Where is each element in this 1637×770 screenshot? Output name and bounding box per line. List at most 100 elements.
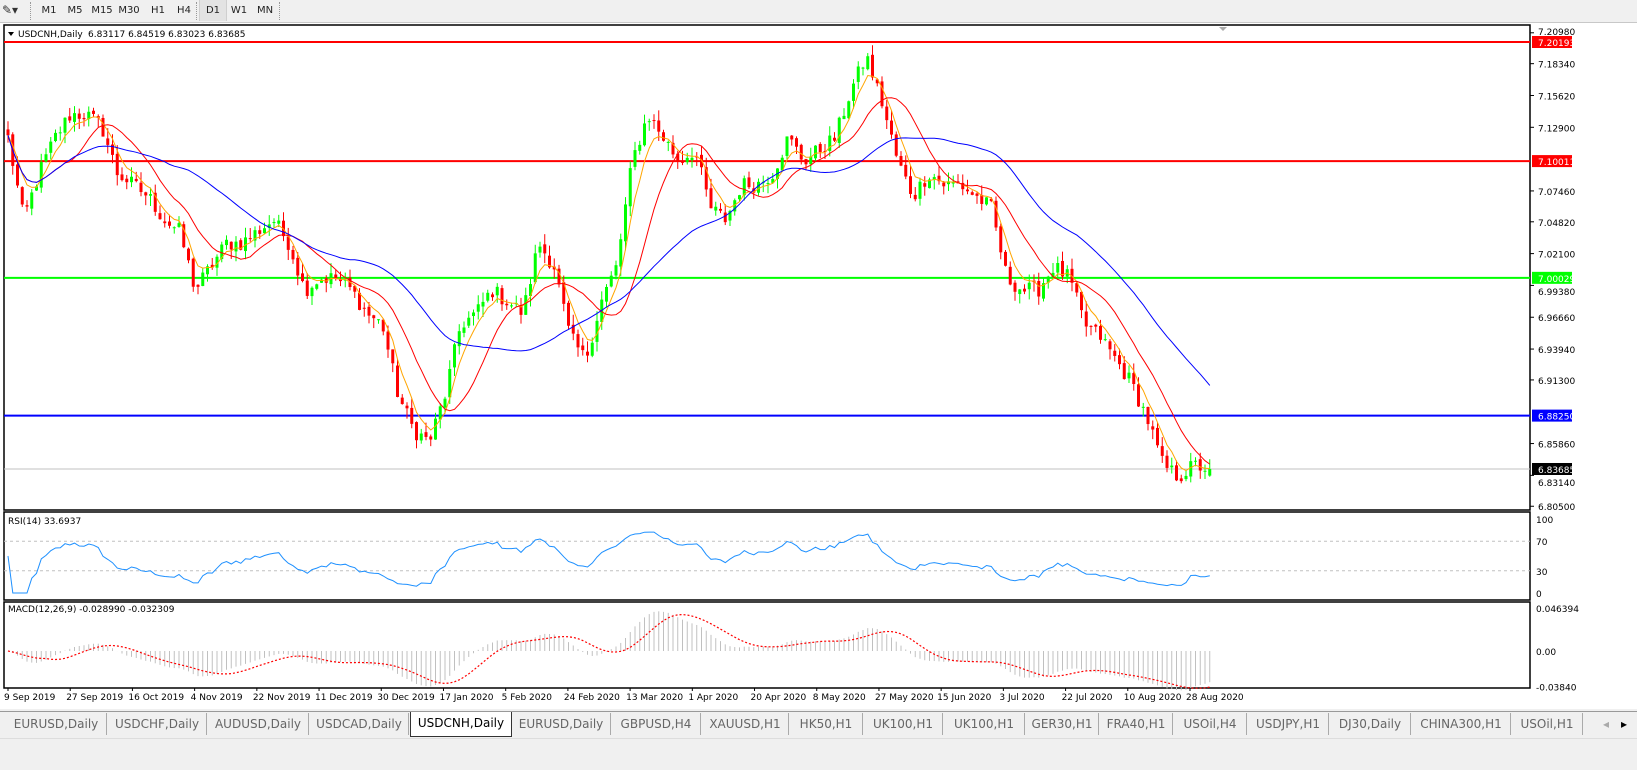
candle	[410, 398, 414, 429]
timeframe-m1[interactable]: M1	[41, 5, 57, 16]
chart-canvas[interactable]: 7.20980 7.18340 7.15620 7.12900 7.07460 7.048…	[0, 23, 1637, 709]
candle-body	[581, 345, 585, 351]
chart-tab[interactable]: UK100,H1	[944, 713, 1025, 735]
candle-body	[738, 195, 741, 200]
chart-tab[interactable]: CHINA300,H1	[1412, 713, 1511, 735]
candle	[163, 212, 167, 228]
candle-body	[443, 398, 447, 408]
candle-body	[419, 433, 423, 441]
timeframe-m30[interactable]: M30	[118, 5, 140, 16]
chart-tab[interactable]: USOil,H4	[1174, 713, 1247, 735]
chart-tab[interactable]: USDCNH,Daily	[410, 712, 512, 737]
candle	[652, 114, 656, 129]
timeframe-h4[interactable]: H4	[177, 5, 191, 16]
candle-body	[25, 205, 29, 207]
timeframe-m5[interactable]: M5	[67, 5, 83, 16]
chart-tab[interactable]: USOil,H1	[1512, 713, 1583, 735]
candle-body	[410, 407, 414, 424]
chart-tab[interactable]: GER30,H1	[1026, 713, 1099, 735]
scroll-tabs-right-icon[interactable]: ▸	[1620, 717, 1628, 731]
timeframe-w1[interactable]: W1	[230, 5, 248, 16]
chart-tab[interactable]: USDJPY,H1	[1248, 713, 1329, 735]
candle	[215, 254, 219, 276]
candle	[296, 251, 300, 286]
candle-body	[904, 164, 908, 177]
collapse-triangle-icon[interactable]	[8, 32, 14, 36]
chart-tab[interactable]: EURUSD,Daily	[512, 713, 611, 735]
date-label: 11 Dec 2019	[315, 693, 373, 703]
candle	[780, 154, 784, 172]
candle	[875, 79, 879, 87]
chart-tab[interactable]: GBPUSD,H4	[612, 713, 701, 735]
candle	[785, 136, 789, 160]
scroll-tabs-left-icon[interactable]: ◂	[1602, 717, 1610, 731]
chart-tab[interactable]: XAUUSD,H1	[702, 713, 789, 735]
chart-tab[interactable]: USDCAD,Daily	[310, 713, 409, 735]
candle-body	[191, 258, 195, 287]
candle	[68, 107, 72, 123]
candle-body	[533, 253, 537, 283]
candle-body	[818, 144, 822, 153]
candle-body	[975, 193, 979, 196]
chart-tab[interactable]: DJ30,Daily	[1330, 713, 1411, 735]
main-price-pane[interactable]	[3, 24, 1531, 511]
candle	[695, 152, 699, 167]
candle-body	[529, 284, 532, 297]
candle-body	[842, 115, 846, 120]
macd-pane[interactable]	[3, 601, 1531, 689]
chart-tab[interactable]: UK100,H1	[864, 713, 943, 735]
candle	[310, 286, 314, 305]
candle-body	[1084, 311, 1088, 327]
chart-tab[interactable]: FRA40,H1	[1100, 713, 1173, 735]
timeframe-h1[interactable]: H1	[151, 5, 165, 16]
candle	[372, 314, 376, 329]
candle-body	[966, 189, 969, 192]
chart-tab[interactable]: EURUSD,Daily	[6, 713, 107, 735]
candle	[970, 190, 974, 196]
candle-body	[847, 101, 851, 119]
date-label: 20 Apr 2020	[751, 693, 807, 703]
candle	[429, 434, 433, 447]
drawing-tools-icon[interactable]: ✎▾	[2, 3, 19, 17]
price-level-tag	[1532, 409, 1572, 422]
candle-body	[719, 208, 722, 211]
candle-body	[590, 342, 594, 356]
chart-tab[interactable]: HK50,H1	[790, 713, 863, 735]
candle	[866, 53, 870, 71]
date-label: 9 Sep 2019	[4, 693, 56, 703]
candle	[386, 325, 390, 358]
candle	[733, 198, 737, 216]
timeframe-m15[interactable]: M15	[91, 5, 113, 16]
price-tick-label: 7.20980	[1538, 28, 1575, 38]
candle	[286, 227, 290, 261]
candle-body	[1208, 468, 1212, 476]
rsi-pane[interactable]	[3, 511, 1531, 601]
candle	[1027, 274, 1031, 300]
chart-tab[interactable]: AUDUSD,Daily	[208, 713, 309, 735]
candle-body	[58, 132, 62, 134]
candle-body	[296, 257, 300, 276]
candle-body	[628, 168, 632, 207]
candle-body	[1056, 263, 1060, 273]
candle	[1094, 323, 1098, 333]
candle	[301, 263, 304, 283]
timeframe-mn[interactable]: MN	[256, 5, 274, 16]
candle-body	[362, 307, 366, 309]
chart-window[interactable]: 7.20980 7.18340 7.15620 7.12900 7.07460 7.048…	[0, 23, 1637, 709]
date-label: 10 Aug 2020	[1124, 693, 1182, 703]
candle	[628, 161, 632, 217]
candle	[871, 45, 874, 81]
candle	[1075, 281, 1079, 297]
chart-tab[interactable]: USDCHF,Daily	[108, 713, 207, 735]
candle-body	[305, 280, 309, 296]
candle	[1146, 406, 1150, 431]
timeframe-d1[interactable]: D1	[199, 0, 227, 21]
date-label: 24 Feb 2020	[564, 693, 620, 703]
chart-shift-marker-icon[interactable]	[1219, 27, 1227, 31]
candle	[396, 359, 399, 398]
candle	[462, 321, 466, 338]
candle	[1103, 333, 1107, 342]
candle-body	[424, 432, 428, 437]
candle	[985, 197, 988, 206]
candle	[377, 319, 380, 324]
